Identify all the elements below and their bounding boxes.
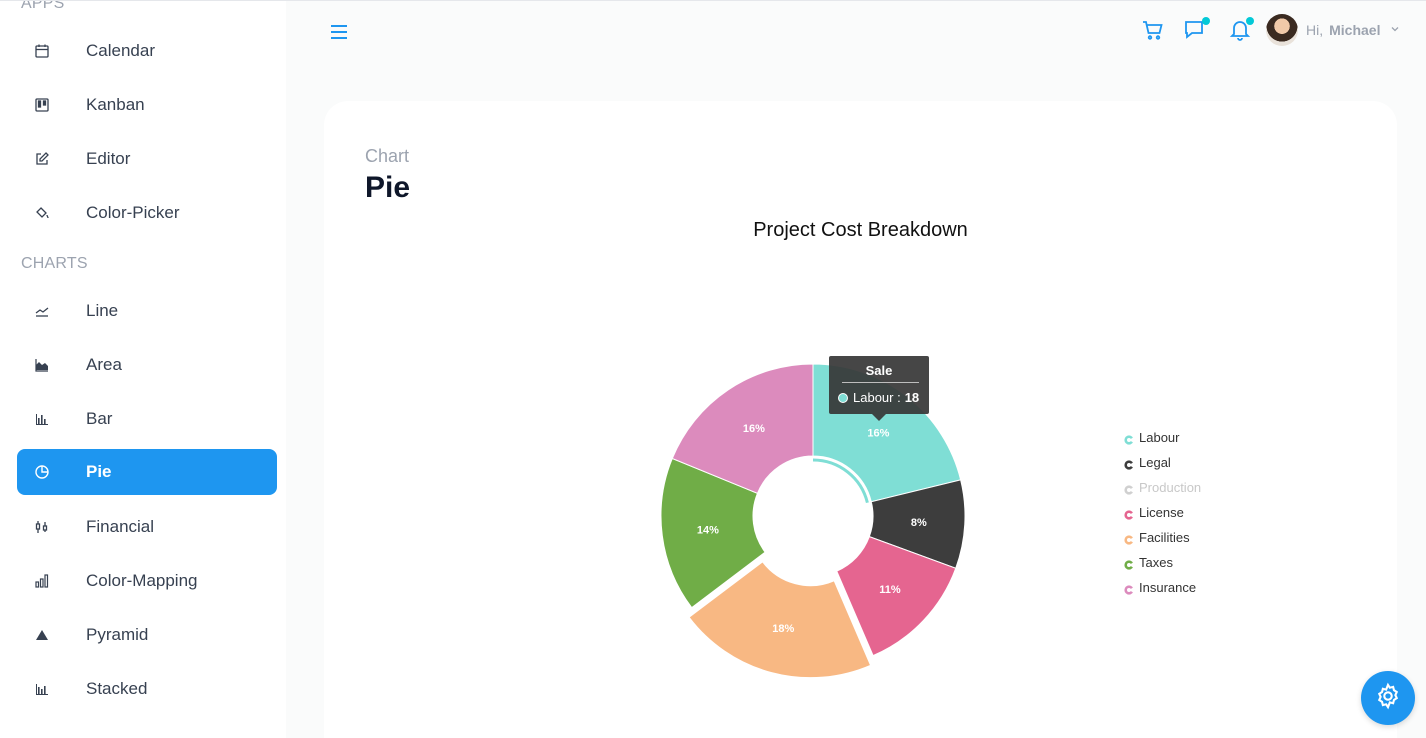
chevron-down-icon xyxy=(1390,21,1400,39)
user-profile-menu[interactable]: Hi, Michael xyxy=(1266,14,1400,46)
legend-marker-icon xyxy=(1124,458,1134,470)
chart-title: Project Cost Breakdown xyxy=(753,219,968,241)
color-mapping-icon xyxy=(34,573,50,589)
sidebar-item-pyramid[interactable]: Pyramid xyxy=(17,612,277,658)
tooltip-body: Labour : 18 xyxy=(838,390,919,405)
sidebar-item-label: Calendar xyxy=(86,41,155,60)
legend-marker-icon xyxy=(1124,433,1134,445)
chart-tooltip: Sale Labour : 18 xyxy=(829,356,929,421)
sidebar-item-area[interactable]: Area xyxy=(17,342,277,388)
sidebar-item-color-picker[interactable]: Color-Picker xyxy=(17,190,277,236)
pyramid-icon xyxy=(34,627,50,643)
tooltip-marker xyxy=(838,392,848,403)
pie-slice-taxes[interactable] xyxy=(660,457,766,609)
legend-item-legal[interactable]: Legal xyxy=(1124,450,1201,475)
legend-marker-icon xyxy=(1124,508,1134,520)
sidebar-item-label: Pyramid xyxy=(86,625,149,644)
legend-label: Labour xyxy=(1139,430,1180,445)
chart-card: Chart Pie Project Cost Breakdown 16% 8% 11… xyxy=(324,101,1397,738)
sidebar-item-financial[interactable]: Financial xyxy=(17,504,277,550)
breadcrumb: Chart xyxy=(365,146,410,166)
sidebar-item-label: Line xyxy=(86,301,119,320)
legend-item-production[interactable]: Production xyxy=(1124,475,1201,500)
sidebar-item-pie[interactable]: Pie xyxy=(17,449,277,495)
data-label-taxes: 14% xyxy=(697,525,719,537)
sidebar-item-calendar[interactable]: Calendar xyxy=(17,28,277,74)
notification-bell-icon[interactable] xyxy=(1227,17,1254,43)
legend-item-license[interactable]: License xyxy=(1124,500,1201,525)
chart-legend: Labour Legal Production License Facilities Ta… xyxy=(1124,425,1201,600)
sidebar-item-label: Color-Picker xyxy=(86,203,180,222)
avatar xyxy=(1266,14,1298,46)
sidebar-item-label: Area xyxy=(86,355,122,374)
cart-icon[interactable] xyxy=(1140,17,1166,43)
gear-icon xyxy=(1374,682,1402,715)
sidebar-item-label: Stacked xyxy=(86,679,148,698)
bar-chart-icon xyxy=(34,411,50,427)
sidebar-item-line[interactable]: Line xyxy=(17,288,277,334)
pie-chart: 16% 8% 11% 18% 14% 16% xyxy=(660,363,966,679)
page-title: Pie xyxy=(365,171,411,204)
top-bar: Hi, Michael xyxy=(286,0,1426,62)
data-label-labour: 16% xyxy=(867,428,889,440)
legend-marker-icon xyxy=(1124,483,1134,495)
legend-item-taxes[interactable]: Taxes xyxy=(1124,550,1201,575)
hover-highlight-arc xyxy=(812,458,869,504)
sidebar-item-kanban[interactable]: Kanban xyxy=(17,82,277,128)
chat-badge xyxy=(1202,17,1210,25)
legend-label: Legal xyxy=(1139,455,1171,470)
sidebar-item-label: Editor xyxy=(86,149,131,168)
pie-chart-icon xyxy=(34,464,50,480)
legend-marker-icon xyxy=(1124,533,1134,545)
line-chart-icon xyxy=(34,303,50,319)
edit-icon xyxy=(34,151,50,167)
legend-marker-icon xyxy=(1124,558,1134,570)
legend-item-labour[interactable]: Labour xyxy=(1124,425,1201,450)
sidebar-item-editor[interactable]: Editor xyxy=(17,136,277,182)
data-label-insurance: 16% xyxy=(743,423,765,435)
tooltip-header: Sale xyxy=(865,363,893,378)
settings-button[interactable] xyxy=(1361,671,1415,725)
chat-icon[interactable] xyxy=(1183,17,1210,43)
legend-label: License xyxy=(1139,505,1184,520)
tooltip-value: 18 xyxy=(904,390,920,405)
kanban-icon xyxy=(34,97,50,113)
legend-label: Production xyxy=(1139,480,1202,495)
sidebar-item-bar[interactable]: Bar xyxy=(17,396,277,442)
stacked-chart-icon xyxy=(34,681,50,697)
legend-label: Facilities xyxy=(1139,530,1190,545)
section-label-charts: CHARTS xyxy=(21,255,88,272)
menu-icon[interactable] xyxy=(330,23,348,41)
notification-badge xyxy=(1246,17,1254,25)
sidebar-item-stacked[interactable]: Stacked xyxy=(17,666,277,712)
legend-label: Taxes xyxy=(1139,555,1173,570)
legend-label: Insurance xyxy=(1139,580,1197,595)
section-label-apps: APPS xyxy=(21,0,65,12)
greeting: Hi, xyxy=(1306,22,1324,38)
pie-slice-facilities[interactable] xyxy=(688,561,872,679)
data-label-facilities: 18% xyxy=(772,623,794,635)
sidebar: APPS Calendar Kanban Editor Color-Picker… xyxy=(0,0,286,738)
pie-slice-license[interactable] xyxy=(836,535,957,657)
sidebar-item-color-mapping[interactable]: Color-Mapping xyxy=(17,558,277,604)
tooltip-label: Labour : xyxy=(853,390,901,405)
legend-item-insurance[interactable]: Insurance xyxy=(1124,575,1201,600)
pie-slice-insurance[interactable] xyxy=(671,363,814,494)
paint-bucket-icon xyxy=(34,205,50,221)
calendar-icon xyxy=(34,43,50,59)
legend-item-facilities[interactable]: Facilities xyxy=(1124,525,1201,550)
data-label-legal: 8% xyxy=(911,517,927,529)
sidebar-item-label: Pie xyxy=(86,462,112,481)
user-name: Michael xyxy=(1329,22,1381,38)
candlestick-icon xyxy=(34,519,50,535)
legend-marker-icon xyxy=(1124,583,1134,595)
area-chart-icon xyxy=(34,357,50,373)
sidebar-item-label: Bar xyxy=(86,409,113,428)
sidebar-item-label: Financial xyxy=(86,517,155,536)
sidebar-item-label: Color-Mapping xyxy=(86,571,198,590)
sidebar-item-label: Kanban xyxy=(86,95,145,114)
data-label-license: 11% xyxy=(879,584,901,596)
tooltip-divider xyxy=(842,382,919,383)
